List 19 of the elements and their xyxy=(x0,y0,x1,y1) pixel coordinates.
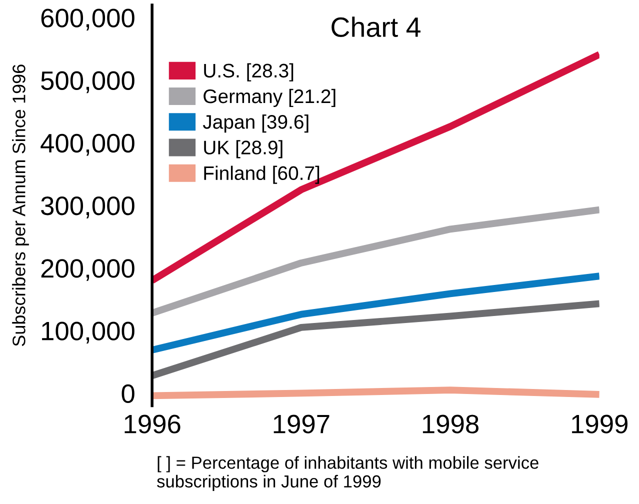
y-tick-label: 400,000 xyxy=(40,134,134,156)
x-tick-label: 1998 xyxy=(422,414,478,434)
y-tick-label: 300,000 xyxy=(41,196,134,218)
x-tick-label: 1999 xyxy=(572,414,628,434)
y-tick-label: 100,000 xyxy=(42,322,134,344)
y-tick-label: 600,000 xyxy=(41,8,134,30)
y-tick-label: 500,000 xyxy=(41,71,134,94)
y-tick-label: 0 xyxy=(122,384,134,404)
chart-title: Chart 4 xyxy=(332,16,420,38)
legend-label: Japan [39.6] xyxy=(202,114,308,133)
text: [ ] = Percentage of inhabitants with mobile service subscriptions in June of 1999 xyxy=(157,456,538,492)
x-tick-label: 1997 xyxy=(274,414,330,434)
legend-label: Germany [21.2] xyxy=(204,88,336,108)
x-tick-label: 1996 xyxy=(124,414,180,434)
legend-label: UK [28.9] xyxy=(204,140,282,158)
legend-label: Finland [60.7] xyxy=(204,166,320,184)
legend-label: U.S. [28.3] xyxy=(204,63,294,82)
y-tick-label: 200,000 xyxy=(41,259,134,281)
y-axis-title: Subscribers per Annum Since 1996 xyxy=(12,64,29,346)
